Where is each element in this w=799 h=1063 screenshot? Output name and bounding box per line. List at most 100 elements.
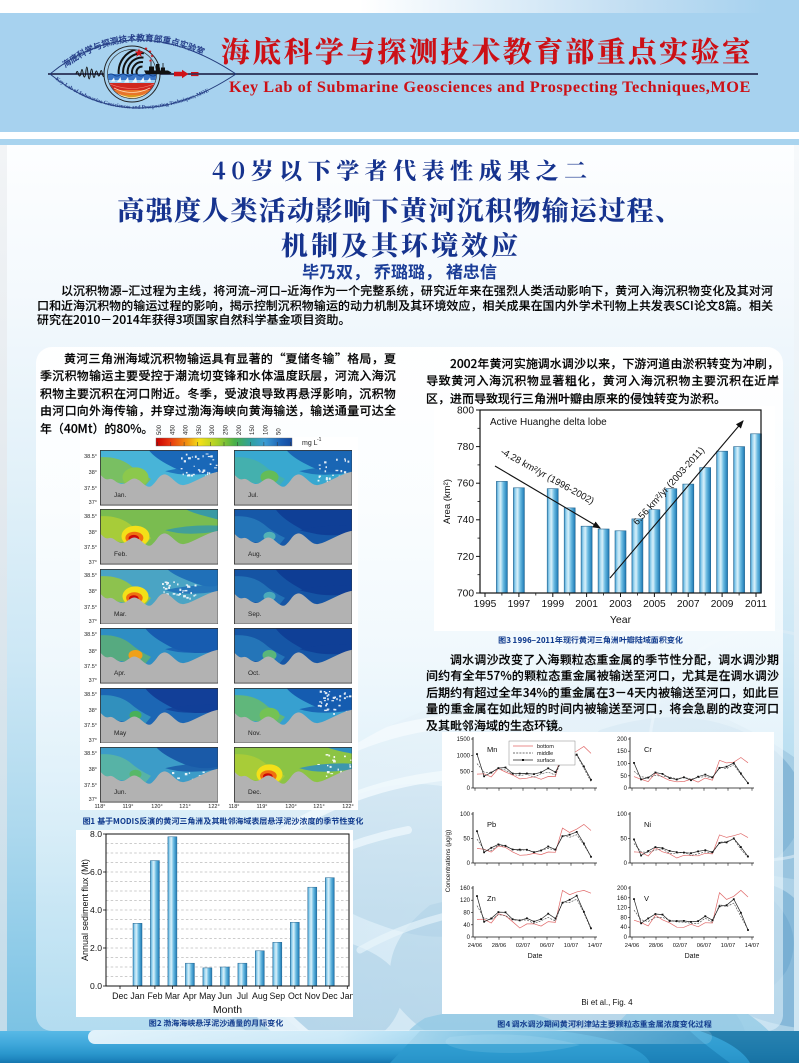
svg-text:Zn: Zn <box>487 894 496 903</box>
svg-text:120: 120 <box>460 898 471 904</box>
svg-text:350: 350 <box>197 424 203 435</box>
svg-text:450: 450 <box>170 424 176 435</box>
svg-text:surface: surface <box>537 758 555 764</box>
svg-text:middle: middle <box>537 751 553 757</box>
svg-text:Jun: Jun <box>218 991 232 1001</box>
svg-text:800: 800 <box>457 406 474 416</box>
svg-text:200: 200 <box>237 424 243 435</box>
svg-text:Jun.: Jun. <box>114 789 126 796</box>
svg-text:10/07: 10/07 <box>721 943 736 949</box>
svg-text:200: 200 <box>617 737 628 743</box>
svg-text:8.0: 8.0 <box>90 830 102 839</box>
svg-text:Bi et al., Fig. 4: Bi et al., Fig. 4 <box>581 998 633 1007</box>
svg-text:50: 50 <box>620 837 627 843</box>
svg-text:0: 0 <box>624 935 628 941</box>
svg-text:Jan.: Jan. <box>114 492 126 499</box>
svg-text:50: 50 <box>620 774 627 780</box>
svg-text:2003: 2003 <box>609 599 632 610</box>
svg-text:740: 740 <box>457 515 474 526</box>
svg-text:2005: 2005 <box>643 599 666 610</box>
svg-text:80: 80 <box>463 911 470 917</box>
svg-text:02/07: 02/07 <box>516 943 531 949</box>
svg-text:Date: Date <box>685 953 700 960</box>
svg-text:2001: 2001 <box>575 599 598 610</box>
svg-text:02/07: 02/07 <box>673 943 688 949</box>
svg-text:50: 50 <box>463 837 470 843</box>
svg-text:V: V <box>644 894 649 903</box>
svg-text:Jul.: Jul. <box>248 492 258 499</box>
svg-text:06/07: 06/07 <box>540 943 555 949</box>
svg-text:1000: 1000 <box>457 753 471 759</box>
svg-text:24/06: 24/06 <box>625 943 640 949</box>
svg-text:Pb: Pb <box>487 820 496 829</box>
svg-text:Dec: Dec <box>112 991 128 1001</box>
svg-text:28/06: 28/06 <box>492 943 507 949</box>
svg-text:0: 0 <box>467 861 471 867</box>
svg-text:500: 500 <box>157 424 163 435</box>
svg-text:160: 160 <box>617 896 628 902</box>
svg-text:40: 40 <box>620 925 627 931</box>
svg-text:Sep.: Sep. <box>248 611 262 618</box>
svg-text:14/07: 14/07 <box>745 943 760 949</box>
svg-text:May: May <box>199 991 216 1001</box>
svg-text:Mar: Mar <box>165 991 180 1001</box>
svg-text:760: 760 <box>457 479 474 490</box>
svg-text:Active Huanghe delta lobe: Active Huanghe delta lobe <box>490 417 607 428</box>
svg-text:1997: 1997 <box>508 599 531 610</box>
svg-text:Apr: Apr <box>183 991 197 1001</box>
svg-text:Date: Date <box>528 953 543 960</box>
svg-text:bottom: bottom <box>537 744 554 750</box>
svg-text:1500: 1500 <box>457 737 471 743</box>
svg-text:Oct.: Oct. <box>248 670 260 677</box>
svg-text:2.0: 2.0 <box>90 943 102 953</box>
svg-text:Feb.: Feb. <box>114 551 127 558</box>
svg-text:100: 100 <box>617 812 628 818</box>
svg-text:mg L: mg L <box>302 440 318 447</box>
svg-text:4.0: 4.0 <box>90 905 102 915</box>
svg-text:300: 300 <box>210 424 216 435</box>
svg-text:28/06: 28/06 <box>649 943 664 949</box>
svg-text:Nov.: Nov. <box>248 730 261 737</box>
svg-text:2011: 2011 <box>745 599 767 610</box>
svg-text:24/06: 24/06 <box>468 943 483 949</box>
svg-text:40: 40 <box>463 923 470 929</box>
svg-text:Aug: Aug <box>252 991 268 1001</box>
svg-text:Month: Month <box>213 1004 242 1016</box>
svg-text:Year: Year <box>610 614 632 626</box>
svg-text:Oct: Oct <box>288 991 302 1001</box>
svg-text:Area (km²): Area (km²) <box>442 479 453 524</box>
svg-text:Jul: Jul <box>237 991 248 1001</box>
svg-text:250: 250 <box>224 424 230 435</box>
svg-text:Nov: Nov <box>304 991 320 1001</box>
svg-text:Jan: Jan <box>340 991 353 1001</box>
svg-text:700: 700 <box>457 588 474 599</box>
svg-text:100: 100 <box>617 762 628 768</box>
svg-text:720: 720 <box>457 552 474 563</box>
svg-text:100: 100 <box>460 812 471 818</box>
svg-text:Concentrations (μg/g): Concentrations (μg/g) <box>445 830 452 893</box>
svg-text:2009: 2009 <box>711 599 734 610</box>
svg-text:6.0: 6.0 <box>90 867 102 877</box>
svg-text:Dec.: Dec. <box>248 789 262 796</box>
svg-text:780: 780 <box>457 442 474 453</box>
svg-text:06/07: 06/07 <box>697 943 712 949</box>
svg-text:0: 0 <box>624 786 628 792</box>
svg-text:-1: -1 <box>317 437 322 443</box>
svg-text:May: May <box>114 730 127 737</box>
svg-text:Annual sediment flux (Mt): Annual sediment flux (Mt) <box>80 859 90 961</box>
svg-text:Jan: Jan <box>130 991 144 1001</box>
svg-text:120: 120 <box>617 906 628 912</box>
svg-text:Sep: Sep <box>269 991 285 1001</box>
svg-text:0.0: 0.0 <box>90 981 102 991</box>
svg-text:150: 150 <box>250 424 256 435</box>
svg-text:10/07: 10/07 <box>564 943 579 949</box>
svg-text:150: 150 <box>617 749 628 755</box>
svg-text:Cr: Cr <box>644 745 652 754</box>
svg-text:1995: 1995 <box>474 599 497 610</box>
svg-text:160: 160 <box>460 886 471 892</box>
svg-text:500: 500 <box>460 770 471 776</box>
svg-text:100: 100 <box>263 424 269 435</box>
svg-text:0: 0 <box>467 935 471 941</box>
svg-text:Mn: Mn <box>487 745 497 754</box>
svg-text:Ni: Ni <box>644 820 651 829</box>
